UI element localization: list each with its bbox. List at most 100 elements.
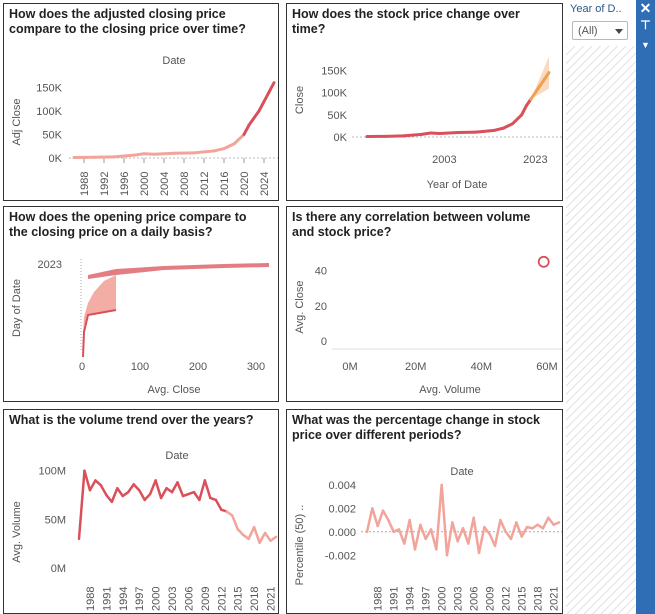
tile-open-close: How does the opening price compare to th… [3,206,279,402]
empty-panel-hatch [566,46,636,614]
y-tick-label: 50K [327,110,347,122]
y-tick-label: 0.004 [328,480,356,492]
chevron-down-icon[interactable]: ▼ [641,40,650,50]
volume-series-segment [247,525,256,541]
y-tick-label: 0.000 [328,527,356,539]
close-icon[interactable]: ✕ [639,0,652,16]
x-tick-label: 1991 [101,587,113,611]
pct-change-series-segment [403,518,411,545]
tile-title: What was the percentage change in stock … [292,413,540,443]
close-series-segment [520,104,528,117]
volume-correlation-chart: Avg. Close 40 20 0 0M 20M 40M 60M Avg. Volume [294,255,562,396]
volume-series-segment [258,531,267,544]
x-tick-label: 2012 [216,587,228,611]
adj-close-series-segment [262,90,271,104]
low-price-line [82,309,117,358]
x-tick-label: 2024 [259,172,271,196]
tile-title: How does the stock price change over tim… [292,7,520,37]
volume-series-segment [159,486,168,500]
title-line-1: Is there any correlation between volume [292,210,531,224]
pct-change-series-segment [440,483,449,557]
y-tick-label: 2023 [38,259,62,271]
pct-change-series-segment [397,528,406,545]
x-tick-label: 60M [536,361,557,373]
pct-change-series-segment [461,527,470,545]
y-tick-label: 150K [36,82,62,94]
y-tick-label: 0 [321,336,327,348]
pct-change-series-segment [467,516,475,545]
filter-title: Year of D.. [570,3,622,15]
adj-close-series-segment [132,152,146,157]
x-tick-label: 2018 [533,587,545,611]
adj-close-series-segment [257,100,266,113]
x-tick-label: 2003 [432,154,456,166]
pct-change-series-segment [509,521,518,541]
y-tick-label: 20 [315,301,327,313]
percentage-change-chart: Date Percentile (50) .. 0.004 0.002 0.000 -0.… [294,466,562,611]
x-tick-label: 100 [131,361,149,373]
pct-change-series-segment [547,516,555,527]
column-header: Date [165,450,188,462]
pct-change-series-segment [381,509,390,522]
x-tick-label: 2004 [159,172,171,196]
x-tick-label: 1996 [119,172,131,196]
title-line-2: time? [292,22,326,36]
tile-price-change: How does the stock price change over tim… [286,3,563,201]
volume-series-segment [252,525,261,544]
x-tick-label: 1992 [99,172,111,196]
close-series-segment [511,113,524,126]
pct-change-series-segment [499,518,507,534]
volume-series-segment [99,484,108,497]
pin-icon[interactable]: ⊤ [640,18,651,32]
x-tick-label: 1988 [85,587,97,611]
title-line-1: How does the stock price change over [292,7,520,21]
volume-series-segment [170,481,179,494]
y-tick-label: 100M [38,466,66,478]
pct-change-series-segment [456,527,465,543]
adj-close-series-segment [112,153,136,159]
dropdown-arrow-icon [615,29,623,34]
x-tick-label: 20M [405,361,426,373]
volume-series-segment [203,479,212,500]
pct-change-series-segment [376,509,385,528]
y-axis-label: Percentile (50) .. [294,505,306,586]
x-tick-label: 2018 [249,587,261,611]
forecast-series-segment [542,71,551,81]
column-header: Date [450,466,473,478]
y-tick-label: 100K [321,88,347,100]
adj-close-series-segment [152,151,176,156]
tile-adj-close: How does the adjusted closing price comp… [3,3,279,201]
volume-series-segment [105,493,114,504]
x-tick-label: 2009 [200,587,212,611]
year-filter-dropdown[interactable]: (All) [572,21,628,40]
pct-change-series-segment [451,521,459,543]
tile-percentage-change: What was the percentage change in stock … [286,409,563,614]
y-axis-label: Avg. Volume [11,501,23,563]
title-line-1: How does the adjusted closing price [9,7,226,21]
x-axis-label: Avg. Close [148,384,201,396]
x-tick-label: 2021 [549,587,561,611]
y-tick-label: 50M [45,514,66,526]
scatter-point [537,255,550,268]
x-tick-label: 2021 [266,587,278,611]
pct-change-series-segment [371,507,379,528]
x-tick-label: 2000 [437,587,449,611]
x-tick-label: 0 [79,361,85,373]
y-axis-label: Avg. Close [294,281,306,334]
adj-close-chart: Date Adj Close 150K 100K 50K 0K 1988 1992 1996 20… [11,55,278,196]
forecast-band [530,56,549,100]
close-series-segment [401,132,424,138]
close-series-segment [420,131,433,136]
volume-series-segment [263,531,272,543]
adj-close-series-segment [192,149,216,155]
volume-series-segment [176,481,185,498]
tile-title: What is the volume trend over the years? [9,413,254,428]
volume-series-segment [236,527,245,537]
x-tick-label: 1988 [79,172,91,196]
y-axis-label: Adj Close [11,98,23,145]
x-tick-label: 200 [189,361,207,373]
tile-title: Is there any correlation between volume … [292,210,530,240]
pct-change-series-segment [488,532,497,548]
volume-series-segment [116,486,125,498]
volume-trend-chart: Date Avg. Volume 100M 50M 0M 1988 1991 1994 1997… [11,450,278,611]
